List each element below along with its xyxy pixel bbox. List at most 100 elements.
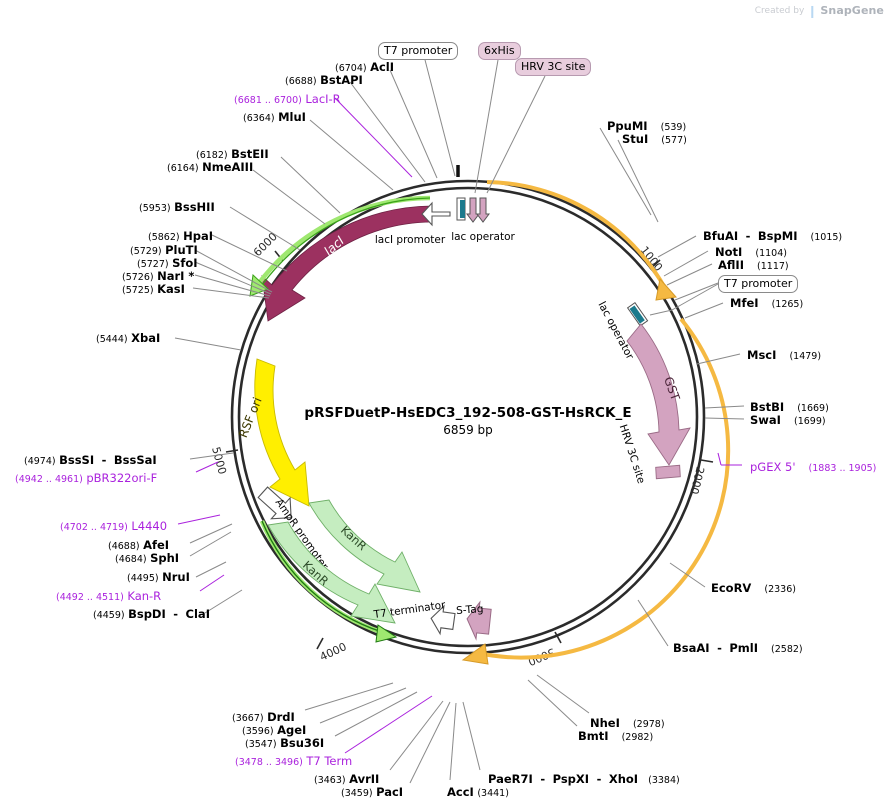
callout-hrv-3c-site[interactable]: HRV 3C site bbox=[515, 58, 592, 76]
site-label-L4440[interactable]: (4702 .. 4719) L4440 bbox=[60, 520, 167, 534]
plasmid-size: 6859 bp bbox=[443, 423, 493, 437]
site-name-alt: ClaI bbox=[185, 607, 210, 621]
site-label-MluI[interactable]: (6364) MluI bbox=[243, 111, 306, 125]
site-name: KasI bbox=[157, 282, 185, 296]
site-label-AfeI[interactable]: (4688) AfeI bbox=[108, 539, 169, 553]
site-label-AvrII[interactable]: (3463) AvrII bbox=[314, 773, 379, 787]
site-name: PluTI bbox=[165, 243, 198, 257]
site-label-NarI[interactable]: (5726) NarI * bbox=[122, 270, 194, 284]
site-label-SphI[interactable]: (4684) SphI bbox=[115, 552, 179, 566]
site-label-AflII[interactable]: AflII (1117) bbox=[718, 259, 789, 273]
site-position: (3547) bbox=[245, 739, 277, 750]
site-label-AgeI[interactable]: (3596) AgeI bbox=[242, 724, 306, 738]
site-label-BmtI[interactable]: BmtI (2982) bbox=[578, 730, 653, 744]
site-name: NarI * bbox=[157, 269, 195, 283]
site-label-NotI[interactable]: NotI (1104) bbox=[715, 246, 787, 260]
snapgene-logo-icon: ❙ bbox=[807, 3, 818, 18]
site-name: HpaI bbox=[183, 229, 213, 243]
site-label-AccI[interactable]: AccI (3441) bbox=[447, 786, 509, 800]
site-label-SwaI[interactable]: SwaI (1699) bbox=[750, 414, 826, 428]
site-label-PacI[interactable]: (3459) PacI bbox=[341, 786, 403, 800]
site-label-XbaI[interactable]: (5444) XbaI bbox=[96, 332, 160, 346]
site-label-NheI[interactable]: NheI (2978) bbox=[590, 717, 665, 731]
site-position: (4684) bbox=[115, 554, 147, 565]
site-label-NruI[interactable]: (4495) NruI bbox=[127, 571, 190, 585]
site-label-MscI[interactable]: MscI (1479) bbox=[747, 349, 821, 363]
site-position: (3478 .. 3496) bbox=[235, 757, 303, 768]
site-label-BstBI[interactable]: BstBI (1669) bbox=[750, 401, 829, 415]
site-name-alt: PspXI bbox=[552, 772, 590, 786]
site-name: Bsu36I bbox=[280, 736, 325, 750]
site-label-LacI-R[interactable]: (6681 .. 6700) LacI-R bbox=[234, 93, 341, 107]
tick-label: 4000 bbox=[318, 640, 349, 664]
site-label-BspDI[interactable]: (4459) BspDI - ClaI bbox=[93, 607, 210, 621]
feature-arc-GST: GST bbox=[626, 323, 691, 466]
feature-arc-lacI: lacI bbox=[261, 205, 433, 322]
site-position: (1669) bbox=[797, 403, 829, 414]
snapgene-watermark: Created by ❙ SnapGene bbox=[755, 4, 884, 17]
site-label-Bsu36I[interactable]: (3547) Bsu36I bbox=[245, 737, 324, 751]
primer-arc-KanR-core bbox=[261, 520, 383, 633]
site-label-DrdI[interactable]: (3667) DrdI bbox=[232, 711, 295, 725]
site-name: NruI bbox=[162, 570, 190, 584]
site-name: PacI bbox=[376, 785, 404, 799]
site-position: (6182) bbox=[196, 150, 228, 161]
site-name: PpuMI bbox=[607, 119, 648, 133]
site-name: BssSI bbox=[59, 453, 95, 467]
site-label-AclI[interactable]: (6704) AclI bbox=[335, 61, 394, 75]
site-position: (4702 .. 4719) bbox=[60, 522, 128, 533]
site-name: pBR322ori-F bbox=[86, 471, 158, 485]
site-label-T7-Term[interactable]: (3478 .. 3496) T7 Term bbox=[235, 755, 352, 769]
site-label-HpaI[interactable]: (5862) HpaI bbox=[148, 230, 213, 244]
site-label-PpuMI[interactable]: PpuMI (539) bbox=[607, 120, 686, 134]
site-position: (577) bbox=[661, 135, 687, 146]
site-position: (6688) bbox=[285, 76, 317, 87]
site-name: AflII bbox=[718, 258, 744, 272]
site-position: (1104) bbox=[755, 248, 787, 259]
site-position: (4492 .. 4511) bbox=[56, 592, 124, 603]
callout-6xhis[interactable]: 6xHis bbox=[478, 42, 521, 60]
site-label-BssHII[interactable]: (5953) BssHII bbox=[139, 201, 215, 215]
site-name: StuI bbox=[622, 132, 649, 146]
site-label-BfuAI[interactable]: BfuAI - BspMI (1015) bbox=[703, 229, 843, 243]
site-position: (4974) bbox=[24, 456, 56, 467]
site-name: XbaI bbox=[131, 331, 161, 345]
site-label-BsaAI[interactable]: BsaAI - PmlI (2582) bbox=[673, 641, 803, 655]
site-label-pGEX-5prime[interactable]: pGEX 5' (1883 .. 1905) bbox=[750, 461, 876, 475]
site-label-BstAPI[interactable]: (6688) BstAPI bbox=[285, 74, 363, 88]
site-name: PaeR7I bbox=[488, 772, 533, 786]
site-position: (1015) bbox=[810, 232, 843, 243]
site-name: SwaI bbox=[750, 413, 781, 427]
site-label-KasI[interactable]: (5725) KasI bbox=[122, 283, 185, 297]
site-label-Kan-R[interactable]: (4492 .. 4511) Kan-R bbox=[56, 590, 161, 604]
site-name-alt: BspMI bbox=[757, 229, 798, 243]
site-name: AgeI bbox=[277, 723, 307, 737]
site-position: (6681 .. 6700) bbox=[234, 95, 302, 106]
primer-arc-lacI-R-core bbox=[261, 197, 431, 286]
plasmid-name: pRSFDuetP-HsEDC3_192-508-GST-HsRCK_E bbox=[304, 405, 632, 421]
site-name: T7 Term bbox=[306, 754, 353, 768]
site-label-MfeI[interactable]: MfeI (1265) bbox=[730, 297, 803, 311]
callout-t7-promoter-2[interactable]: T7 promoter bbox=[718, 275, 799, 293]
site-position: (2582) bbox=[771, 644, 803, 655]
callout-t7-promoter[interactable]: T7 promoter bbox=[378, 42, 459, 60]
feature-lac-operator-top: lac operator bbox=[451, 197, 515, 243]
site-label-PluTI[interactable]: (5729) PluTI bbox=[130, 244, 198, 258]
site-name: BspDI bbox=[128, 607, 166, 621]
site-label-NmeAIII[interactable]: (6164) NmeAIII bbox=[167, 161, 253, 175]
site-label-BssSI[interactable]: (4974) BssSI - BssSaI bbox=[24, 453, 157, 467]
site-label-SfoI[interactable]: (5727) SfoI bbox=[137, 257, 198, 271]
site-label-BstEII[interactable]: (6182) BstEII bbox=[196, 148, 269, 162]
site-label-PaeR7I[interactable]: PaeR7I - PspXI - XhoI (3384) bbox=[488, 772, 680, 786]
site-position: (4459) bbox=[93, 610, 125, 621]
site-name: SfoI bbox=[172, 256, 198, 270]
site-name: AccI bbox=[447, 785, 474, 799]
site-label-pBR322ori-F[interactable]: (4942 .. 4961) pBR322ori-F bbox=[15, 472, 157, 486]
site-label-EcoRV[interactable]: EcoRV (2336) bbox=[711, 582, 796, 596]
site-position: (3459) bbox=[341, 788, 373, 799]
site-position: (3441) bbox=[477, 788, 509, 799]
site-label-StuI[interactable]: StuI (577) bbox=[622, 133, 687, 147]
feature-label-S-Tag: S-Tag bbox=[456, 603, 484, 617]
watermark-brand: SnapGene bbox=[820, 4, 884, 17]
